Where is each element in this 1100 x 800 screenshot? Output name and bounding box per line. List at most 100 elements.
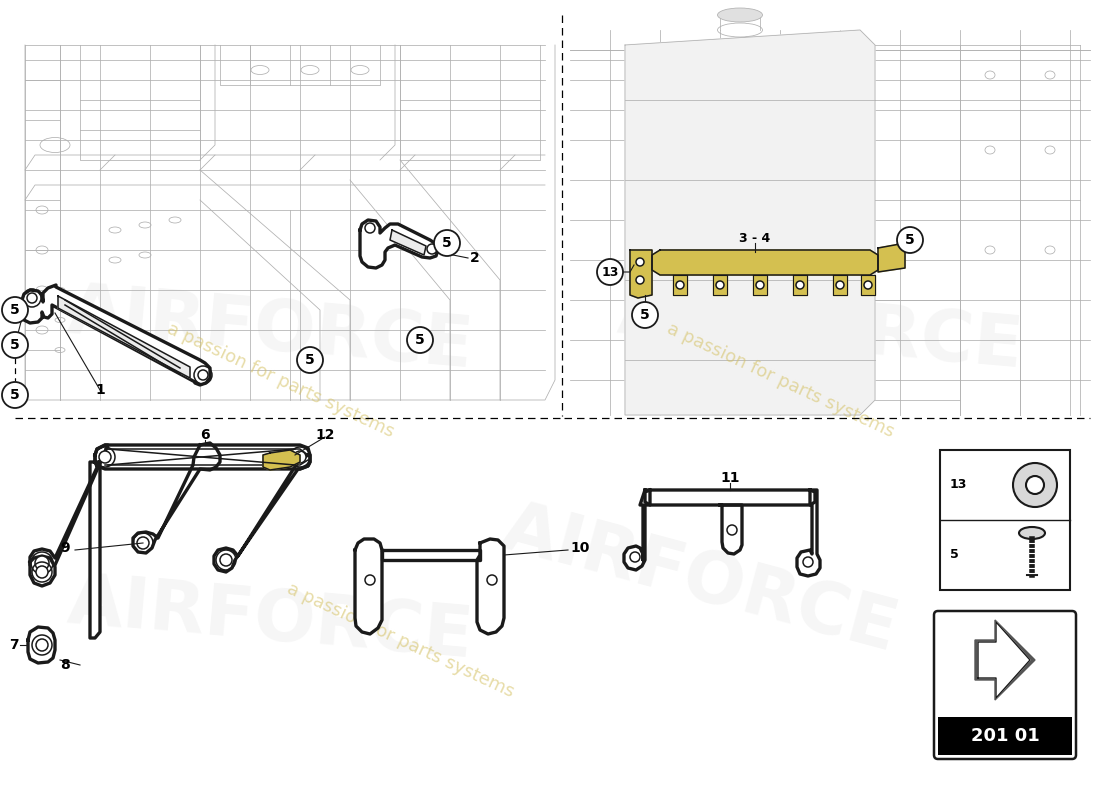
Text: 5: 5 bbox=[415, 333, 425, 347]
Circle shape bbox=[727, 525, 737, 535]
Text: 5: 5 bbox=[10, 388, 20, 402]
Circle shape bbox=[294, 451, 306, 463]
Circle shape bbox=[220, 554, 232, 566]
Circle shape bbox=[2, 332, 28, 358]
Text: 201 01: 201 01 bbox=[970, 727, 1040, 745]
Polygon shape bbox=[713, 275, 727, 295]
Circle shape bbox=[716, 281, 724, 289]
Circle shape bbox=[896, 227, 923, 253]
Text: 6: 6 bbox=[200, 428, 210, 442]
Circle shape bbox=[864, 281, 872, 289]
Text: 8: 8 bbox=[60, 658, 70, 672]
Circle shape bbox=[28, 293, 37, 303]
Circle shape bbox=[2, 382, 28, 408]
Polygon shape bbox=[624, 490, 650, 570]
Text: 3 - 4: 3 - 4 bbox=[739, 231, 771, 245]
Text: 10: 10 bbox=[570, 541, 590, 555]
Text: 2: 2 bbox=[470, 251, 480, 265]
Polygon shape bbox=[30, 445, 108, 575]
Text: 1: 1 bbox=[95, 383, 104, 397]
Circle shape bbox=[803, 557, 813, 567]
Polygon shape bbox=[30, 556, 55, 586]
Text: 5: 5 bbox=[950, 549, 959, 562]
Circle shape bbox=[1013, 463, 1057, 507]
Circle shape bbox=[836, 281, 844, 289]
Ellipse shape bbox=[1019, 527, 1045, 539]
Circle shape bbox=[630, 552, 640, 562]
Text: 5: 5 bbox=[442, 236, 452, 250]
Polygon shape bbox=[878, 244, 905, 272]
Polygon shape bbox=[382, 550, 480, 560]
Polygon shape bbox=[133, 443, 220, 553]
Polygon shape bbox=[390, 230, 426, 255]
Polygon shape bbox=[645, 490, 815, 505]
Polygon shape bbox=[360, 220, 438, 268]
Polygon shape bbox=[58, 296, 190, 378]
Circle shape bbox=[1026, 476, 1044, 494]
Circle shape bbox=[138, 537, 148, 549]
FancyBboxPatch shape bbox=[934, 611, 1076, 759]
Polygon shape bbox=[90, 462, 100, 638]
Text: a passion for parts systems: a passion for parts systems bbox=[164, 319, 396, 441]
Circle shape bbox=[2, 297, 28, 323]
Circle shape bbox=[99, 451, 111, 463]
Polygon shape bbox=[754, 275, 767, 295]
Polygon shape bbox=[263, 450, 300, 470]
Circle shape bbox=[365, 575, 375, 585]
Circle shape bbox=[636, 258, 644, 266]
Polygon shape bbox=[975, 620, 1035, 700]
Text: 13: 13 bbox=[602, 266, 618, 278]
Text: 5: 5 bbox=[10, 338, 20, 352]
Text: 5: 5 bbox=[905, 233, 915, 247]
Ellipse shape bbox=[717, 8, 762, 22]
Circle shape bbox=[36, 566, 48, 578]
Polygon shape bbox=[793, 275, 807, 295]
Circle shape bbox=[434, 230, 460, 256]
Circle shape bbox=[365, 223, 375, 233]
Circle shape bbox=[198, 370, 208, 380]
Circle shape bbox=[36, 639, 48, 651]
Circle shape bbox=[676, 281, 684, 289]
Text: 7: 7 bbox=[9, 638, 19, 652]
Text: a passion for parts systems: a passion for parts systems bbox=[663, 319, 896, 441]
Polygon shape bbox=[652, 250, 878, 275]
Circle shape bbox=[636, 276, 644, 284]
Text: 11: 11 bbox=[720, 471, 739, 485]
Circle shape bbox=[597, 259, 623, 285]
Text: AIRFORCE: AIRFORCE bbox=[494, 494, 905, 666]
Polygon shape bbox=[720, 505, 742, 554]
Text: 5: 5 bbox=[10, 303, 20, 317]
Circle shape bbox=[35, 556, 50, 570]
Text: 12: 12 bbox=[316, 428, 334, 442]
Polygon shape bbox=[625, 30, 874, 415]
Polygon shape bbox=[833, 275, 847, 295]
Polygon shape bbox=[673, 275, 688, 295]
Polygon shape bbox=[861, 275, 875, 295]
Text: a passion for parts systems: a passion for parts systems bbox=[284, 579, 517, 701]
Circle shape bbox=[297, 347, 323, 373]
Polygon shape bbox=[630, 250, 652, 298]
Text: AIRFORCE: AIRFORCE bbox=[614, 278, 1026, 382]
Bar bbox=[940, 450, 1070, 590]
Text: 13: 13 bbox=[950, 478, 967, 491]
Polygon shape bbox=[214, 455, 310, 572]
Text: 5: 5 bbox=[640, 308, 650, 322]
Polygon shape bbox=[477, 539, 504, 634]
Polygon shape bbox=[978, 622, 1030, 698]
Text: AIRFORCE: AIRFORCE bbox=[64, 568, 476, 672]
Circle shape bbox=[407, 327, 433, 353]
Text: 9: 9 bbox=[60, 541, 69, 555]
Circle shape bbox=[756, 281, 764, 289]
Polygon shape bbox=[355, 539, 382, 634]
Circle shape bbox=[796, 281, 804, 289]
Polygon shape bbox=[22, 285, 210, 385]
Polygon shape bbox=[95, 445, 310, 469]
Polygon shape bbox=[28, 627, 55, 663]
Circle shape bbox=[632, 302, 658, 328]
Polygon shape bbox=[798, 490, 820, 576]
Circle shape bbox=[487, 575, 497, 585]
Text: AIRFORCE: AIRFORCE bbox=[64, 278, 476, 382]
Bar bbox=[938, 717, 1072, 755]
Text: 5: 5 bbox=[305, 353, 315, 367]
Circle shape bbox=[427, 244, 437, 254]
